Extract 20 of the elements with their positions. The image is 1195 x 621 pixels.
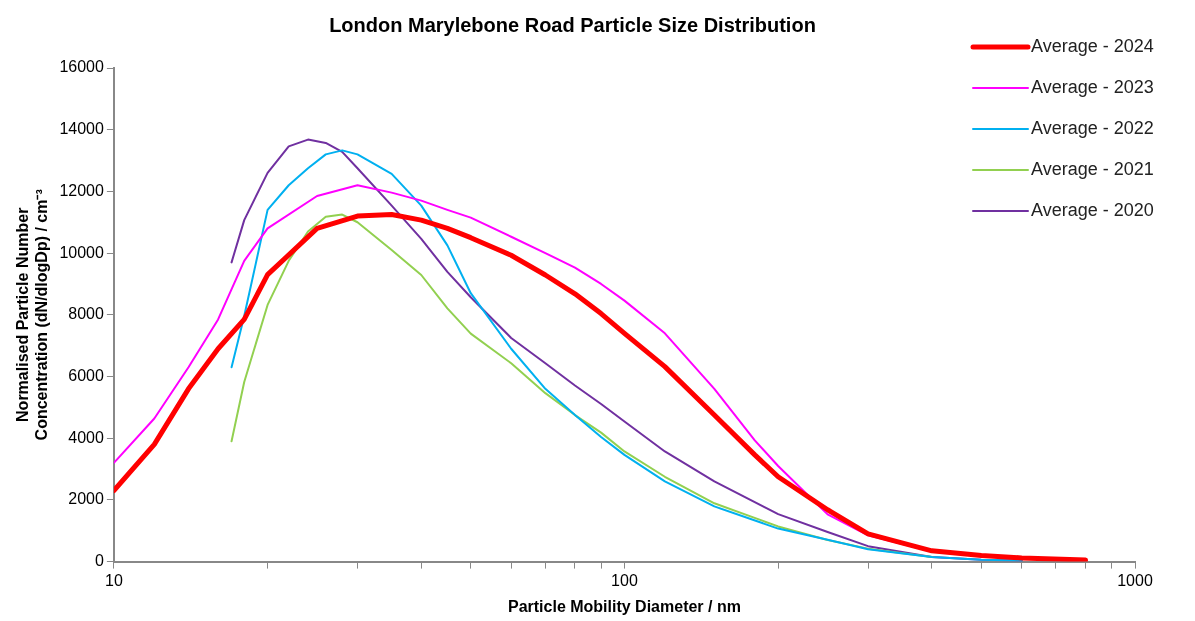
y-tick-label: 2000 [68,490,104,508]
y-tick-label: 14000 [59,120,104,138]
legend-label: Average - 2023 [1031,76,1154,97]
y-tick-label: 8000 [68,305,104,323]
x-tick-label: 10 [104,571,123,589]
y-tick-label: 10000 [59,243,104,261]
y-tick-label: 16000 [59,58,104,76]
chart-title: London Marylebone Road Particle Size Distribution [329,13,816,36]
legend-label: Average - 2020 [1031,199,1154,220]
x-axis-title: Particle Mobility Diameter / nm [507,597,741,615]
y-tick-label: 0 [94,552,104,570]
legend-label: Average - 2021 [1031,158,1154,179]
legend-label: Average - 2024 [1031,35,1154,56]
x-tick-label: 1000 [1117,571,1153,589]
y-tick-label: 12000 [59,181,104,199]
y-tick-label: 4000 [68,428,104,446]
y-axis-title: Normalised Particle Number Concentration (dN/dlogDp) / cm⁻³ [14,189,51,441]
y-tick-label: 6000 [68,366,104,384]
x-tick-label: 100 [611,571,638,589]
legend-label: Average - 2022 [1031,117,1154,138]
